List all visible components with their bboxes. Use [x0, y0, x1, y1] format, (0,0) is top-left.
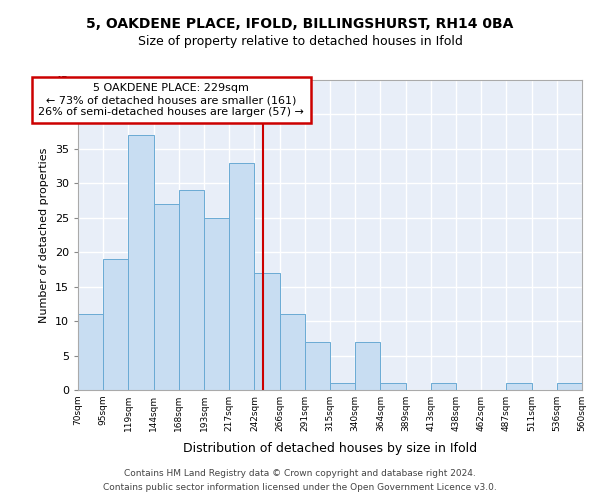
Y-axis label: Number of detached properties: Number of detached properties	[39, 148, 49, 322]
Text: 5, OAKDENE PLACE, IFOLD, BILLINGSHURST, RH14 0BA: 5, OAKDENE PLACE, IFOLD, BILLINGSHURST, …	[86, 18, 514, 32]
Bar	[280, 314, 305, 390]
Bar	[305, 342, 330, 390]
Bar	[128, 135, 154, 390]
Bar	[355, 342, 380, 390]
Text: Contains HM Land Registry data © Crown copyright and database right 2024.: Contains HM Land Registry data © Crown c…	[124, 468, 476, 477]
Bar	[557, 383, 582, 390]
Text: 5 OAKDENE PLACE: 229sqm
← 73% of detached houses are smaller (161)
26% of semi-d: 5 OAKDENE PLACE: 229sqm ← 73% of detache…	[38, 84, 304, 116]
Bar	[506, 383, 532, 390]
Bar	[179, 190, 204, 390]
Bar	[103, 259, 128, 390]
Text: Size of property relative to detached houses in Ifold: Size of property relative to detached ho…	[137, 35, 463, 48]
X-axis label: Distribution of detached houses by size in Ifold: Distribution of detached houses by size …	[183, 442, 477, 456]
Bar	[229, 162, 254, 390]
Text: Contains public sector information licensed under the Open Government Licence v3: Contains public sector information licen…	[103, 484, 497, 492]
Bar	[254, 273, 280, 390]
Bar	[380, 383, 406, 390]
Bar	[431, 383, 456, 390]
Bar	[154, 204, 179, 390]
Bar	[204, 218, 229, 390]
Bar	[330, 383, 355, 390]
Bar	[78, 314, 103, 390]
